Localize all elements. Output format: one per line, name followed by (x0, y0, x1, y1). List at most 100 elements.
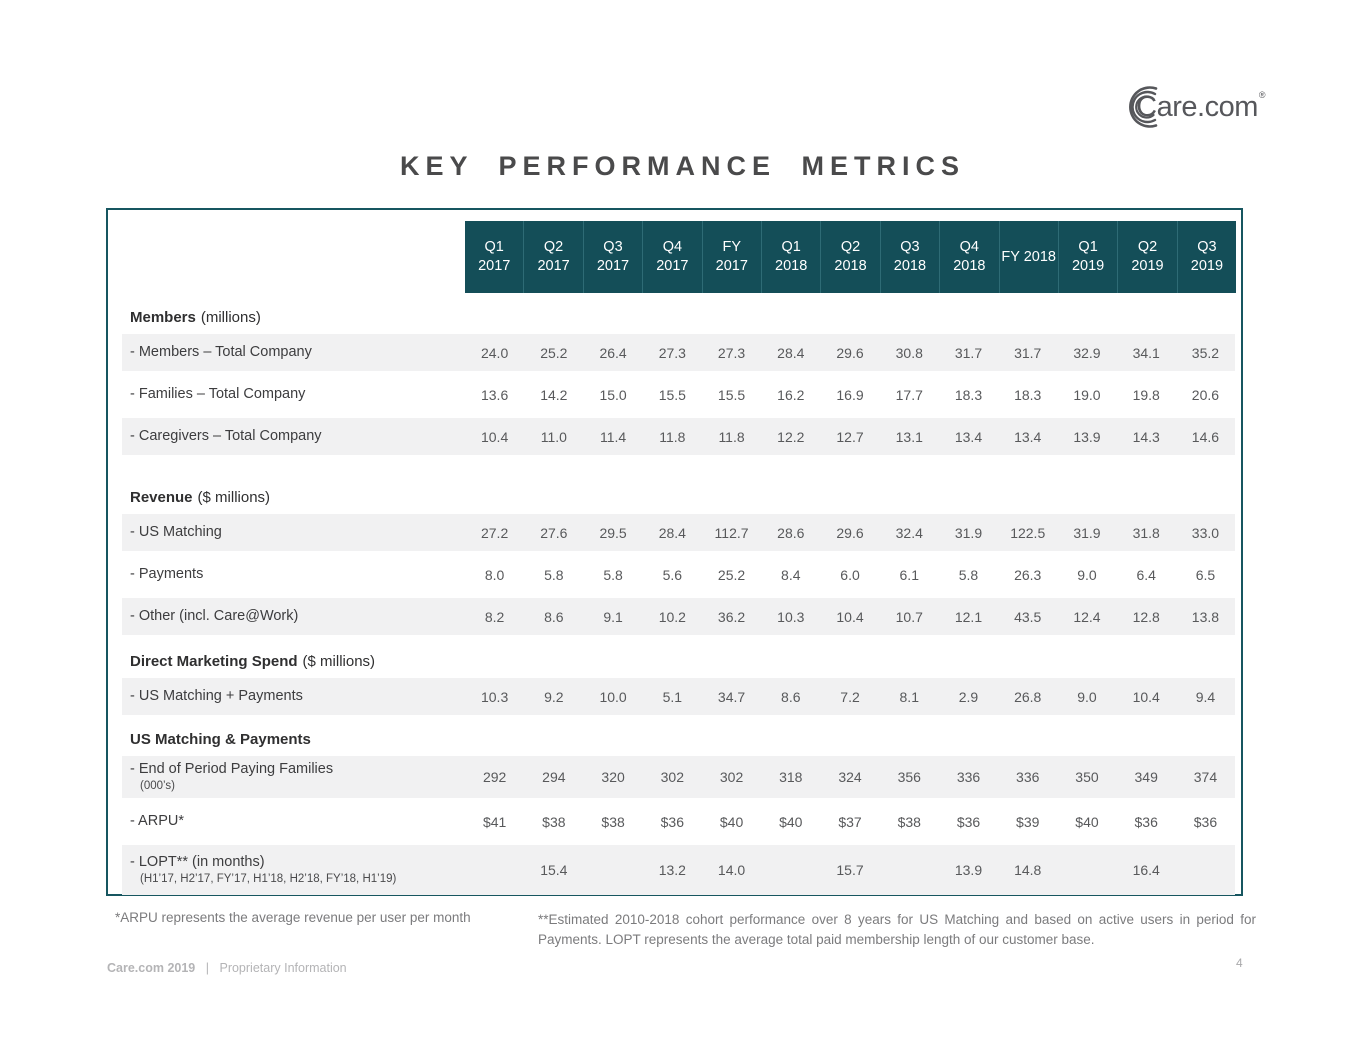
table-cell-value: $40 (779, 813, 803, 830)
section-heading: Direct Marketing Spend ($ millions) (108, 649, 1241, 673)
table-cell-value: 34.7 (717, 688, 746, 705)
table-cell-value: 31.7 (954, 344, 983, 361)
column-header-bottom: 2017 (478, 258, 511, 274)
table-cell-value: 25.2 (540, 344, 568, 361)
table-cell-value: 6.0 (840, 566, 860, 583)
row-label: - Families – Total Company (122, 385, 465, 403)
table-cell-value: 13.6 (480, 386, 509, 403)
row-label-text: - US Matching + Payments (130, 688, 303, 705)
table-section: Revenue ($ millions) - US Matching 27.2 27.6… (108, 485, 1241, 635)
footer-text: Proprietary Information (219, 961, 347, 975)
table-cell-value: 31.7 (1014, 344, 1042, 361)
section-heading-bold: Direct Marketing Spend (130, 652, 298, 670)
section-heading: Members (millions) (108, 305, 1241, 329)
column-header-top: Q2 (1137, 239, 1158, 256)
table-cell-value: 10.3 (480, 688, 509, 705)
column-header: Q1 2019 (1057, 221, 1118, 293)
table-cell-value: 31.9 (1073, 524, 1101, 541)
table-cell-value: $40 (1075, 813, 1099, 830)
table-cell-value: 18.3 (954, 386, 983, 403)
table-cell-value: 27.3 (717, 344, 746, 361)
table-row: - Families – Total Company 13.6 14.2 15.0 15… (122, 376, 1235, 413)
table-cell-value: 10.2 (658, 608, 686, 625)
registered-mark: ® (1258, 90, 1266, 100)
table-cell-value: 8.4 (781, 566, 801, 583)
row-label: - ARPU* (122, 812, 465, 830)
table-section: Direct Marketing Spend ($ millions) - US M… (108, 649, 1241, 715)
table-cell-value: 27.3 (658, 344, 686, 361)
section-heading-bold: US Matching & Payments (130, 730, 311, 748)
column-header-bottom: 2018 (834, 258, 867, 274)
table-cell-value: 10.3 (777, 608, 805, 625)
row-label-text: - Payments (130, 566, 204, 583)
table-cell-value: 318 (779, 769, 803, 785)
table-cell-value: 302 (660, 769, 684, 785)
table-cell-value: 15.0 (599, 386, 627, 403)
table-cell-value: 36.2 (717, 608, 746, 625)
row-label: - Caregivers – Total Company (122, 427, 465, 445)
row-label-text: - Other (incl. Care@Work) (130, 608, 299, 625)
table-row: - Members – Total Company 24.0 25.2 26.4 27.… (122, 334, 1235, 371)
column-header-top: Q4 (959, 239, 979, 256)
table-cell-value: 31.9 (954, 524, 983, 541)
table-cell-value: 10.7 (895, 608, 923, 625)
table-cell-value: 28.4 (658, 524, 686, 541)
table-cell-value: $36 (660, 813, 684, 830)
table-cell-value: 7.2 (840, 688, 860, 705)
kpi-table: Q1 2017 Q2 2017 Q3 2017 Q4 2017 FY 2017 Q1 2018 Q2 20… (106, 208, 1243, 896)
table-section: Members (millions) - Members – Total Compa… (108, 305, 1241, 455)
column-header-top: Q3 (1197, 239, 1217, 256)
column-header-bottom: 2017 (596, 258, 630, 274)
column-header-bottom: 2017 (537, 258, 570, 274)
table-cell-value: 14.2 (540, 386, 568, 403)
column-header-top: Q1 (484, 239, 504, 256)
table-cell-value: 16.4 (1132, 862, 1160, 878)
column-header: Q3 2018 (879, 221, 940, 293)
column-header-bottom: 2019 (1190, 258, 1224, 274)
table-row: - US Matching + Payments 10.3 9.2 10.0 5.1 34… (122, 678, 1235, 715)
column-header-bottom: 2019 (1131, 258, 1164, 274)
table-cell-value: 33.0 (1191, 524, 1220, 541)
row-sublabel: (H1’17, H2’17, FY’17, H1’18, H2’18, FY’1… (140, 873, 397, 886)
table-cell-value: 14.8 (1014, 862, 1042, 878)
table-cell-value: 10.4 (480, 428, 509, 445)
table-cell-value: 19.8 (1132, 386, 1160, 403)
table-cell-value: 5.8 (544, 566, 564, 583)
table-cell-value: 349 (1134, 769, 1158, 785)
row-label-text: - LOPT** (in months) (130, 854, 265, 871)
table-cell-value: 31.8 (1132, 524, 1160, 541)
table-cell-value: 13.1 (895, 428, 923, 445)
table-cell-value: 26.8 (1014, 688, 1042, 705)
table-cell-value: 13.9 (954, 862, 983, 878)
table-cell-value: 19.0 (1073, 386, 1101, 403)
table-cell-value: 24.0 (480, 344, 509, 361)
table-cell-value: 8.1 (899, 688, 919, 705)
table-cell-value: 5.8 (958, 566, 979, 583)
table-cell-value: 336 (1016, 769, 1040, 785)
column-header: Q3 2019 (1176, 221, 1237, 293)
table-cell-value: $38 (601, 813, 625, 830)
table-cell-value: 112.7 (714, 524, 749, 541)
table-row: - End of Period Paying Families (000’s) 29… (122, 756, 1235, 798)
table-cell-value: 20.6 (1191, 386, 1220, 403)
table-cell-value: 29.6 (836, 344, 864, 361)
table-cell-value: 28.4 (777, 344, 805, 361)
column-header: FY 2017 (701, 221, 761, 293)
table-cell-value: 34.1 (1132, 344, 1160, 361)
table-cell-value: 32.4 (895, 524, 923, 541)
table-cell-value: 6.1 (899, 566, 919, 583)
table-cell-value: 14.0 (717, 862, 746, 878)
table-cell-value: 13.2 (658, 862, 686, 878)
table-cell-value: 15.4 (540, 862, 568, 878)
table-cell-value: 32.9 (1073, 344, 1101, 361)
table-row: - US Matching 27.2 27.6 29.5 28.4 112.7 28.6 29… (122, 514, 1235, 551)
column-header: Q2 2017 (523, 221, 583, 293)
table-cell-value: 5.8 (603, 566, 623, 583)
column-header-top: Q1 (1078, 239, 1098, 256)
table-cell-value: 13.4 (1014, 428, 1042, 445)
table-cell-value: 324 (838, 769, 862, 785)
column-header-bottom: 2017 (656, 258, 689, 274)
table-cell-value: 302 (719, 769, 744, 785)
table-cell-value: 16.9 (836, 386, 864, 403)
section-heading-unit: ($ millions) (197, 488, 271, 506)
